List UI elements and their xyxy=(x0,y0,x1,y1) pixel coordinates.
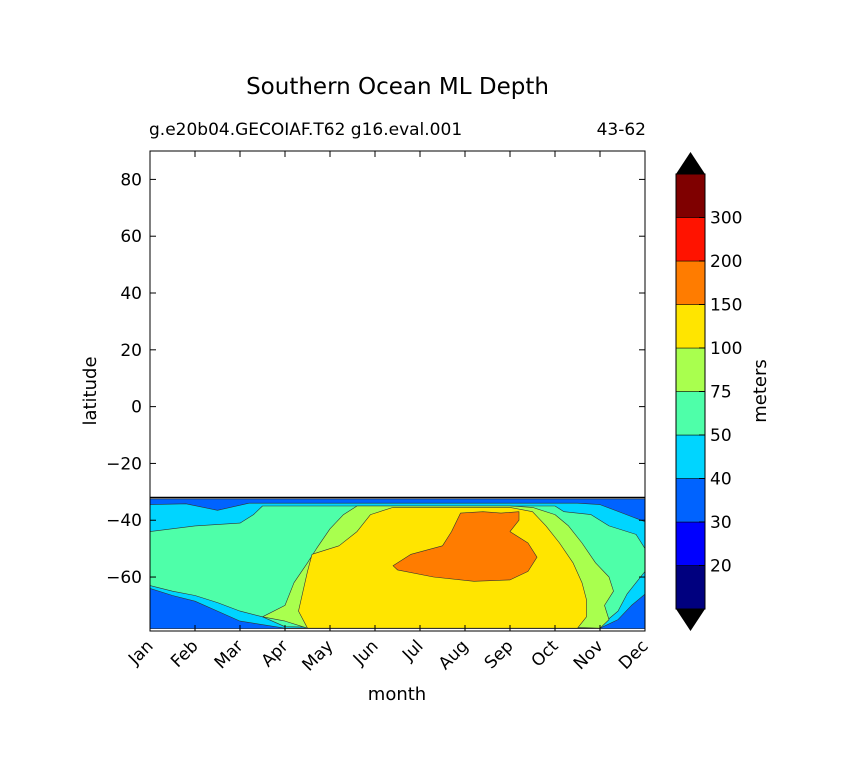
plot-frame xyxy=(149,150,646,632)
colorbar-segment xyxy=(675,478,706,523)
x-tick-label: Jul xyxy=(398,636,427,665)
x-tick-label: Jun xyxy=(349,636,383,670)
colorbar-extend-min xyxy=(676,609,705,631)
x-tick-label: Oct xyxy=(528,636,563,671)
colorbar-tick-label: 150 xyxy=(710,296,742,316)
y-tick-label: 20 xyxy=(120,341,142,361)
x-tick-label: Nov xyxy=(570,636,608,674)
y-tick-label: −40 xyxy=(106,511,142,531)
colorbar-segment xyxy=(675,565,706,610)
colorbar-tick-label: 40 xyxy=(710,470,732,490)
y-axis-label: latitude xyxy=(80,356,101,425)
y-tick-label: 80 xyxy=(120,170,142,190)
colorbar-segment xyxy=(675,173,706,218)
colorbar-segment xyxy=(675,347,706,392)
colorbar-tick-label: 200 xyxy=(710,252,742,272)
x-tick-label: Feb xyxy=(167,636,202,671)
y-tick-label: −60 xyxy=(106,568,142,588)
y-tick-label: 40 xyxy=(120,284,142,304)
x-tick-label: Dec xyxy=(615,636,652,673)
y-tick-label: 60 xyxy=(120,227,142,247)
chart-subtitle-years: 43-62 xyxy=(596,120,646,140)
x-tick-label: May xyxy=(299,636,338,675)
colorbar-tick-label: 75 xyxy=(710,383,732,403)
x-tick-label: Mar xyxy=(211,636,248,673)
colorbar-segment xyxy=(675,217,706,262)
colorbar-tick-label: 50 xyxy=(710,426,732,446)
x-axis-label: month xyxy=(368,684,426,705)
colorbar-tick-label: 300 xyxy=(710,209,742,229)
colorbar-segment xyxy=(675,434,706,479)
colorbar-label: meters xyxy=(750,359,771,423)
colorbar-segment xyxy=(675,260,706,305)
colorbar: 20 30 40 50 75 100 150 200 300 xyxy=(675,152,742,631)
y-axis: 80 60 40 20 0 −20 −40 −60 xyxy=(106,170,645,588)
colorbar-tick-label: 100 xyxy=(710,339,742,359)
colorbar-segment xyxy=(675,391,706,436)
x-tick-label: Sep xyxy=(481,636,518,673)
contour-band-7 xyxy=(392,511,538,582)
colorbar-segment xyxy=(675,521,706,566)
x-tick-label: Jan xyxy=(124,636,157,669)
x-tick-label: Apr xyxy=(258,636,293,671)
colorbar-tick-label: 20 xyxy=(710,557,732,577)
y-tick-label: −20 xyxy=(106,454,142,474)
y-tick-label: 0 xyxy=(131,398,142,418)
colorbar-segment xyxy=(675,304,706,349)
colorbar-tick-label: 30 xyxy=(710,513,732,533)
x-tick-label: Aug xyxy=(435,636,473,674)
chart-title: Southern Ocean ML Depth xyxy=(246,74,549,100)
chart-subtitle-case: g.e20b04.GECOIAF.T62 g16.eval.001 xyxy=(149,120,463,140)
contour-fills xyxy=(150,496,645,629)
colorbar-extend-max xyxy=(676,152,705,174)
